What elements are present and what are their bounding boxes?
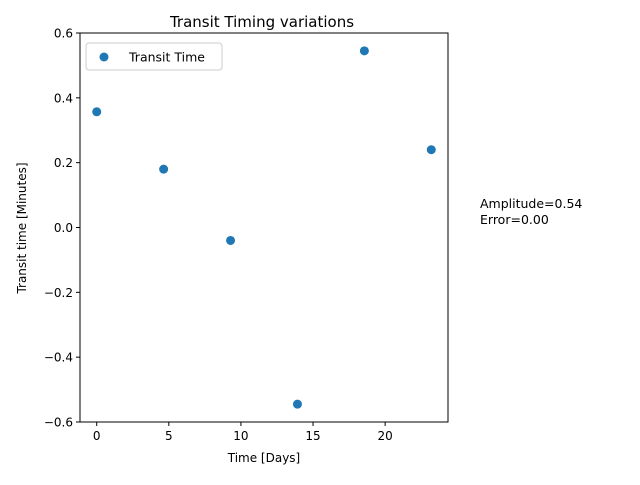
data-point bbox=[292, 399, 302, 409]
data-point bbox=[226, 235, 236, 245]
y-tick-label: 0.0 bbox=[54, 221, 73, 235]
y-axis: −0.6 −0.4 −0.2 0.0 0.2 0.4 0.6 bbox=[44, 27, 80, 430]
legend-label: Transit Time bbox=[128, 50, 205, 65]
y-tick-label: −0.4 bbox=[44, 351, 73, 365]
y-tick-label: 0.6 bbox=[54, 27, 73, 41]
amplitude-annotation: Amplitude=0.54 bbox=[480, 196, 582, 211]
data-point bbox=[92, 107, 102, 117]
legend: Transit Time bbox=[85, 42, 223, 71]
error-annotation: Error=0.00 bbox=[480, 212, 549, 227]
x-tick-label: 15 bbox=[305, 429, 320, 443]
x-tick-label: 10 bbox=[233, 429, 248, 443]
legend-marker bbox=[99, 52, 109, 62]
chart-title: Transit Timing variations bbox=[169, 13, 354, 31]
x-axis: 0 5 10 15 20 bbox=[93, 422, 393, 443]
data-point bbox=[359, 46, 369, 56]
data-point bbox=[159, 164, 169, 174]
y-tick-label: 0.4 bbox=[54, 91, 73, 105]
y-tick-label: −0.6 bbox=[44, 416, 73, 430]
legend-box bbox=[85, 42, 223, 71]
y-axis-label: Transit time [Minutes] bbox=[15, 162, 29, 294]
y-tick-label: −0.2 bbox=[44, 286, 73, 300]
x-tick-label: 20 bbox=[377, 429, 392, 443]
x-axis-label: Time [Days] bbox=[227, 451, 301, 465]
plot-area bbox=[92, 46, 436, 409]
y-tick-label: 0.2 bbox=[54, 156, 73, 170]
data-point bbox=[426, 145, 436, 155]
x-tick-label: 0 bbox=[93, 429, 101, 443]
x-tick-label: 5 bbox=[165, 429, 173, 443]
